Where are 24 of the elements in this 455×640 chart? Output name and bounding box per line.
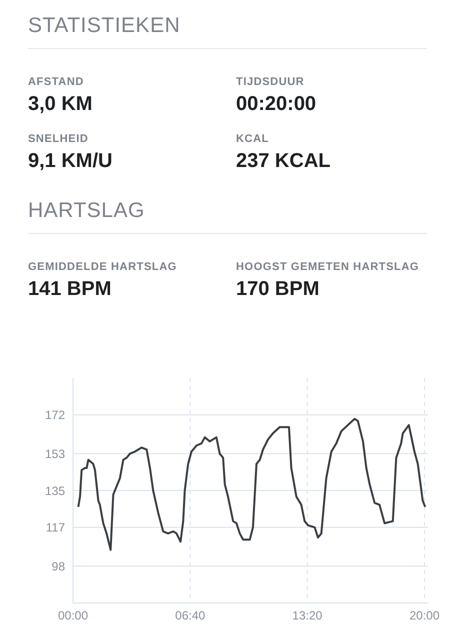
chart-subtitle: HARTSLAG	[28, 199, 427, 234]
text: GEMIDDELDE HARTSLAG	[28, 260, 178, 274]
text: TIJDSDUUR	[236, 75, 306, 89]
x-tick-label: 06:40	[175, 608, 206, 623]
text: SNELHEID	[28, 132, 90, 146]
y-tick-label: 153	[44, 446, 66, 461]
line-series	[77, 418, 426, 551]
text: 237 KCAL	[236, 150, 332, 173]
text: 3,0 KM	[28, 93, 94, 116]
x-tick-label: 13:20	[292, 608, 323, 623]
text: 00:20:00	[236, 93, 318, 116]
text: HOOGST GEMETEN HARTSLAG	[236, 260, 420, 274]
y-tick-label: 117	[46, 520, 66, 535]
y-tick-label: 172	[44, 408, 66, 422]
text: KCAL	[236, 132, 270, 146]
y-tick-label: 135	[44, 484, 66, 498]
text: 9,1 KM/U	[28, 150, 114, 173]
text: 141 BPM	[28, 278, 112, 301]
text: AFSTAND	[28, 75, 85, 89]
text: 170 BPM	[236, 278, 320, 301]
chart-title: STATISTIEKEN	[28, 14, 427, 49]
x-tick-label: 20:00	[409, 608, 440, 623]
y-tick-label: 98	[52, 559, 66, 574]
x-tick-label: 00:00	[58, 608, 88, 623]
